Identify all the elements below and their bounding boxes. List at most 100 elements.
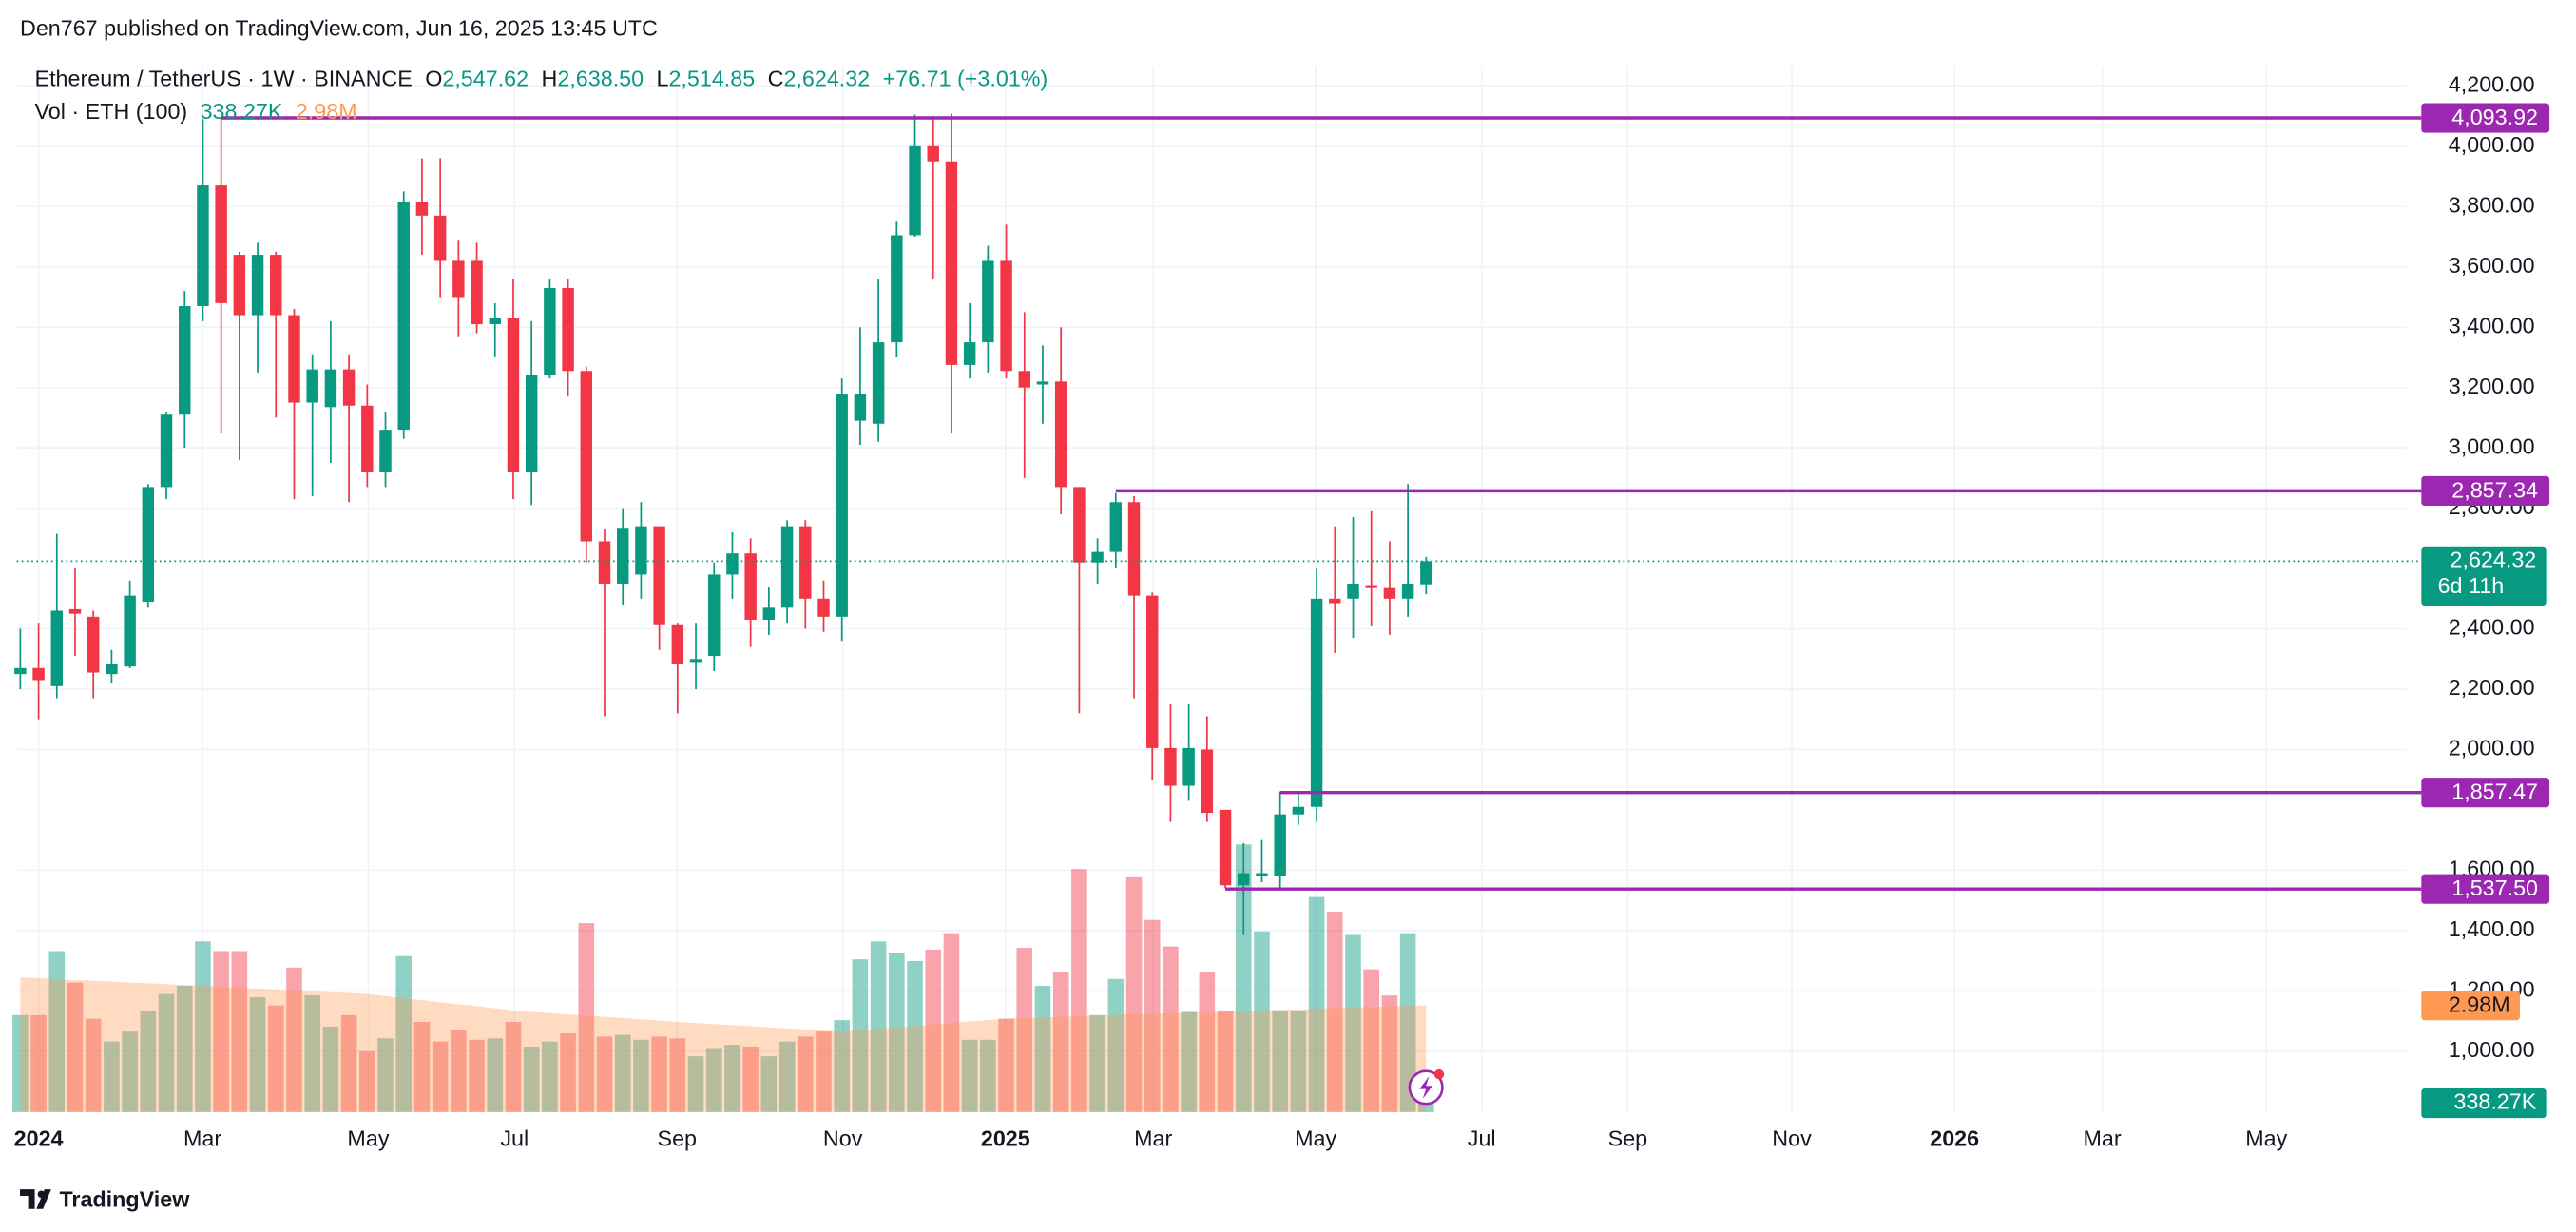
candle-body: [982, 260, 994, 343]
volume-bar: [104, 1041, 120, 1112]
volume-bar: [1345, 934, 1361, 1112]
candle-body: [616, 528, 629, 584]
volume-bar: [451, 1030, 467, 1112]
last-price-label: 2,624.32: [2451, 548, 2537, 572]
volume-bar: [779, 1041, 796, 1112]
logo-dot: [37, 1190, 46, 1199]
volume-bar: [469, 1039, 485, 1112]
volume-bar: [487, 1038, 504, 1112]
y-tick-label: 2,000.00: [2449, 736, 2535, 760]
candle-body: [270, 255, 282, 316]
volume-bar: [816, 1031, 832, 1112]
x-tick-label: 2026: [1930, 1126, 1979, 1150]
level-tag: [2421, 475, 2550, 506]
candle-body: [1000, 260, 1012, 372]
candle-body: [397, 202, 410, 431]
candle-body: [1073, 487, 1086, 563]
candle-body: [68, 608, 82, 614]
footer-logo: TradingView: [19, 1186, 190, 1211]
alert-bolt: [1419, 1075, 1433, 1100]
candle-body: [1256, 873, 1268, 876]
y-tick-label: 3,000.00: [2449, 433, 2535, 458]
candle-body: [1164, 747, 1177, 786]
volume-ma: 2.98M: [296, 99, 357, 124]
candle-body: [507, 318, 520, 472]
volume-bar: [249, 997, 266, 1112]
volume-bar: [377, 1038, 394, 1112]
candle-body: [197, 185, 209, 307]
volume-bar: [578, 923, 595, 1112]
volume-label: 338.27K: [2453, 1089, 2536, 1114]
candle-body: [909, 145, 921, 236]
candle-body: [1182, 747, 1195, 786]
candle-body: [762, 607, 776, 621]
candle-body: [963, 342, 976, 365]
volume-bar: [907, 960, 923, 1112]
volume-bar: [687, 1056, 704, 1112]
volume-bar: [1308, 896, 1325, 1112]
level-tag: [2421, 103, 2550, 133]
last-price-tag: [2421, 546, 2547, 606]
candle-body: [580, 371, 593, 542]
y-tick-label: 1,400.00: [2449, 916, 2535, 941]
volume-bar: [85, 1018, 102, 1112]
volume-bar: [633, 1039, 649, 1112]
candle-body: [744, 553, 757, 621]
volume-bar: [1254, 931, 1270, 1112]
volume-bar: [359, 1050, 375, 1112]
volume-bar: [1363, 969, 1380, 1112]
volume-bar: [852, 959, 869, 1112]
volume-bar: [889, 953, 905, 1112]
candle-body: [215, 185, 227, 303]
candle-body: [1146, 595, 1159, 748]
change: +76.71 (+3.01%): [883, 67, 1048, 91]
level-tag: [2421, 778, 2550, 808]
volume-tag: [2421, 1088, 2547, 1119]
volume-bar: [340, 1014, 357, 1112]
candle-body: [1201, 749, 1214, 814]
volume-bar: [140, 1010, 157, 1112]
level-label: 1,857.47: [2451, 780, 2538, 804]
candle-body: [50, 610, 64, 686]
volume-pane: [12, 844, 1434, 1112]
candle-body: [1091, 551, 1104, 563]
candle-body: [653, 526, 665, 625]
candle-body: [160, 414, 173, 488]
volume-bar: [267, 1005, 284, 1112]
symbol-title: Ethereum / TetherUS · 1W · BINANCE: [35, 67, 413, 91]
candle-body: [106, 664, 118, 675]
candle-body: [415, 202, 429, 216]
x-tick-label: Mar: [2084, 1126, 2122, 1150]
volume-last: 338.27K: [201, 99, 283, 124]
y-tick-label: 3,400.00: [2449, 313, 2535, 337]
candle-body: [14, 667, 27, 675]
volume-bar: [651, 1036, 667, 1112]
candle-body: [124, 595, 136, 667]
price-pane: [14, 113, 2422, 935]
volume-bar: [1290, 1010, 1307, 1112]
candle-body: [233, 255, 246, 316]
y-tick-label: 4,000.00: [2449, 132, 2535, 157]
candle-body: [1329, 598, 1341, 604]
x-tick-label: Jul: [1468, 1126, 1496, 1150]
x-tick-label: 2024: [14, 1126, 64, 1150]
candle-body: [342, 369, 356, 406]
y-tick-label: 3,600.00: [2449, 253, 2535, 278]
volume-bar: [12, 1014, 29, 1112]
candle-body: [1420, 561, 1432, 585]
volume-bar: [1235, 844, 1252, 1112]
candle-body: [452, 260, 465, 298]
volume-bar: [961, 1039, 978, 1112]
candle-body: [1401, 583, 1414, 599]
ohlc-key: O: [425, 67, 442, 91]
ohlc-key: H: [542, 67, 558, 91]
candle-body: [306, 369, 318, 403]
ohlc-key: C: [768, 67, 784, 91]
volume-bar: [1089, 1014, 1105, 1112]
candle-body: [471, 260, 483, 325]
candle-body: [1310, 598, 1323, 807]
volume-name: Vol · ETH (100): [35, 99, 188, 124]
candle-body: [525, 375, 538, 472]
